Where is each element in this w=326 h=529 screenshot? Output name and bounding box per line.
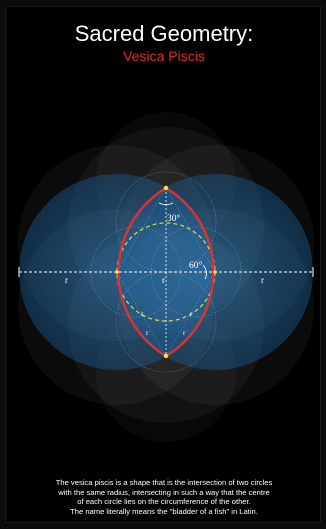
intersection-points — [115, 185, 217, 359]
diag-left-bottom — [116, 271, 167, 357]
angle-label-30: 30° — [167, 213, 181, 224]
radius-label-right: r — [261, 275, 264, 285]
left-center-point — [115, 270, 119, 274]
caption-line: with the same radius, intersecting in su… — [58, 487, 270, 497]
radius-label-bottom-left: r — [146, 329, 149, 337]
radius-label-left: r — [65, 275, 68, 285]
caption-line: of each circle lies on the circumference… — [77, 497, 251, 507]
right-center-point — [213, 270, 217, 274]
radius-label-bottom-right: r — [183, 329, 186, 337]
caption: The vesica piscis is a shape that is the… — [14, 478, 314, 516]
radius-labels: r r r r r r r — [65, 275, 264, 337]
radius-label-lower-left: r — [141, 310, 144, 318]
vesica-top-point — [163, 185, 169, 191]
angle-arc-30 — [158, 202, 174, 205]
angle-arc-60 — [202, 264, 207, 280]
diag-right-top — [165, 187, 216, 273]
poster: 30° 60° r r r r r r r Sacred Geometry: V… — [5, 6, 321, 523]
caption-line: The vesica piscis is a shape that is the… — [55, 478, 273, 487]
angle-label-60: 60° — [189, 260, 203, 271]
page-title: Sacred Geometry: — [74, 21, 254, 46]
page-subtitle: Vesica Piscis — [123, 48, 205, 64]
vesica-piscis-diagram: 30° 60° r r r r r r r — [18, 127, 314, 423]
vesica-bottom-point — [163, 353, 169, 359]
radius-label-lower-right: r — [190, 310, 193, 318]
caption-line: The name literally means the "bladder of… — [70, 506, 258, 516]
radius-label-center: r — [162, 275, 165, 285]
